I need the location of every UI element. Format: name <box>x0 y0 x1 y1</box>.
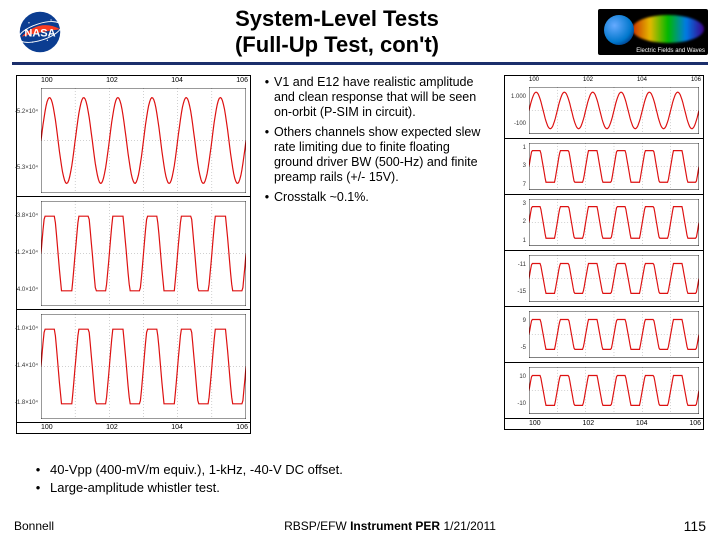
title-line2: (Full-Up Test, con't) <box>76 32 598 58</box>
footer-author: Bonnell <box>14 519 134 533</box>
right-xticks-top: 100102104106 <box>505 76 703 83</box>
footer-mid: RBSP/EFW Instrument PER 1/21/2011 <box>134 519 646 533</box>
slide-footer: Bonnell RBSP/EFW Instrument PER 1/21/201… <box>0 518 720 534</box>
panel-yticks: -11-15 <box>506 251 528 306</box>
right-chart-block: 100102104106 1.000-100 137 321 -11-15 9-… <box>504 75 704 430</box>
waveform-panel: 1.000-100 <box>505 83 703 139</box>
right-xticks-bottom: 100102104106 <box>505 419 703 429</box>
panel-yticks: 321 <box>506 195 528 250</box>
title-line1: System-Level Tests <box>76 6 598 32</box>
footer-pagenum: 115 <box>646 518 706 534</box>
slide-header: NASA System-Level Tests (Full-Up Test, c… <box>0 0 720 62</box>
waveform-panel: 10-10 <box>505 363 703 419</box>
panel-yticks: -5.2×10⁴-5.3×10⁴ <box>18 84 40 196</box>
waveform-panel: -1.0×10⁴-1.4×10⁴-1.8×10⁴ <box>17 310 250 423</box>
panel-yticks: 9-5 <box>506 307 528 362</box>
header-divider <box>12 62 708 65</box>
footer-mid-bold: Instrument PER <box>350 519 443 533</box>
left-xticks-top: 100102104106 <box>17 76 250 84</box>
waveform-panel: 137 <box>505 139 703 195</box>
waveform-panel: -3.8×10⁴-1.2×10⁴4.0×10⁴ <box>17 197 250 310</box>
panel-yticks: 10-10 <box>506 363 528 418</box>
rbsp-efw-logo: Electric Fields and Waves <box>598 9 708 55</box>
inner-bullets: •V1 and E12 have realistic amplitude and… <box>260 75 485 209</box>
waveform-panel: -11-15 <box>505 251 703 307</box>
outer-bullets: •40-Vpp (400-mV/m equiv.), 1-kHz, -40-V … <box>26 462 446 497</box>
left-xticks-bottom: 100102104106 <box>17 423 250 433</box>
left-waveform-panels: 100102104106 -5.2×10⁴-5.3×10⁴ -3.8×10⁴-1… <box>16 75 251 434</box>
waveform-panel: 321 <box>505 195 703 251</box>
title-block: System-Level Tests (Full-Up Test, con't) <box>76 6 598 58</box>
bullet-item: •V1 and E12 have realistic amplitude and… <box>260 75 485 121</box>
left-chart-block: 100102104106 -5.2×10⁴-5.3×10⁴ -3.8×10⁴-1… <box>16 75 251 434</box>
rbsp-logo-label: Electric Fields and Waves <box>636 48 705 54</box>
bullet-item: •40-Vpp (400-mV/m equiv.), 1-kHz, -40-V … <box>26 462 446 478</box>
footer-mid-pre: RBSP/EFW <box>284 519 350 533</box>
waveform-panel: -5.2×10⁴-5.3×10⁴ <box>17 84 250 197</box>
bullet-item: •Others channels show expected slew rate… <box>260 125 485 186</box>
bullet-item: •Crosstalk ~0.1%. <box>260 190 485 205</box>
footer-mid-post: 1/21/2011 <box>443 519 496 533</box>
waveform-panel: 9-5 <box>505 307 703 363</box>
panel-yticks: 137 <box>506 139 528 194</box>
svg-text:NASA: NASA <box>24 28 55 40</box>
nasa-logo: NASA <box>12 9 68 55</box>
right-waveform-panels: 100102104106 1.000-100 137 321 -11-15 9-… <box>504 75 704 430</box>
panel-yticks: -1.0×10⁴-1.4×10⁴-1.8×10⁴ <box>18 310 40 422</box>
panel-yticks: 1.000-100 <box>506 83 528 138</box>
panel-yticks: -3.8×10⁴-1.2×10⁴4.0×10⁴ <box>18 197 40 309</box>
slide-content: 100102104106 -5.2×10⁴-5.3×10⁴ -3.8×10⁴-1… <box>0 71 720 503</box>
bullet-item: •Large-amplitude whistler test. <box>26 480 446 496</box>
